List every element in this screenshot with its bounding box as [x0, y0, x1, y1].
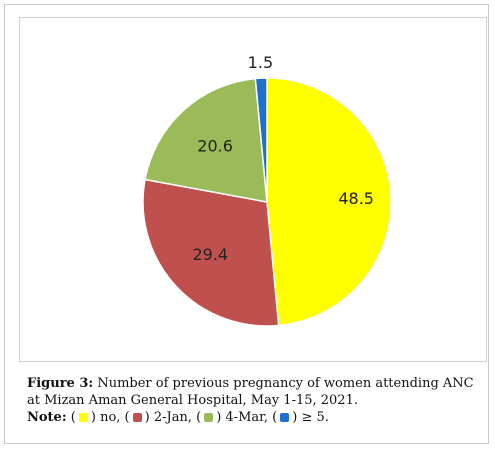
data-label-no: 48.5 — [338, 189, 374, 208]
pie-chart: 48.5 29.4 20.6 1.5 — [142, 53, 392, 327]
pie-slice-5-plus — [254, 77, 268, 203]
pie-slice-no — [266, 77, 392, 327]
data-label-2-jan: 29.4 — [192, 245, 228, 264]
figure-caption: Figure 3: Number of previous pregnancy o… — [27, 376, 474, 425]
legend-swatch-4-mar — [204, 413, 214, 422]
figure-label: Figure 3: — [27, 376, 94, 391]
legend-label-no: no — [100, 410, 117, 425]
chart-area: 48.5 29.4 20.6 1.5 — [19, 17, 487, 362]
pie-slice-2-jan — [142, 178, 280, 327]
legend-swatch-5-plus — [280, 413, 290, 422]
legend-swatch-2-jan — [132, 413, 142, 422]
legend-label-4-mar: 4-Mar — [225, 410, 264, 425]
figure-frame: 48.5 29.4 20.6 1.5 Figure 3: Number of prev… — [4, 4, 489, 444]
pie-slice-4-mar — [144, 77, 268, 203]
note-label: Note: — [27, 410, 67, 425]
data-label-4-mar: 20.6 — [197, 136, 233, 155]
legend-label-5-plus: ≥ 5. — [301, 410, 329, 425]
figure-caption-text: Number of previous pregnancy of women at… — [27, 376, 474, 408]
legend-swatch-no — [78, 413, 88, 422]
data-label-5-plus: 1.5 — [248, 53, 273, 72]
legend-label-2-jan: 2-Jan — [153, 410, 188, 425]
